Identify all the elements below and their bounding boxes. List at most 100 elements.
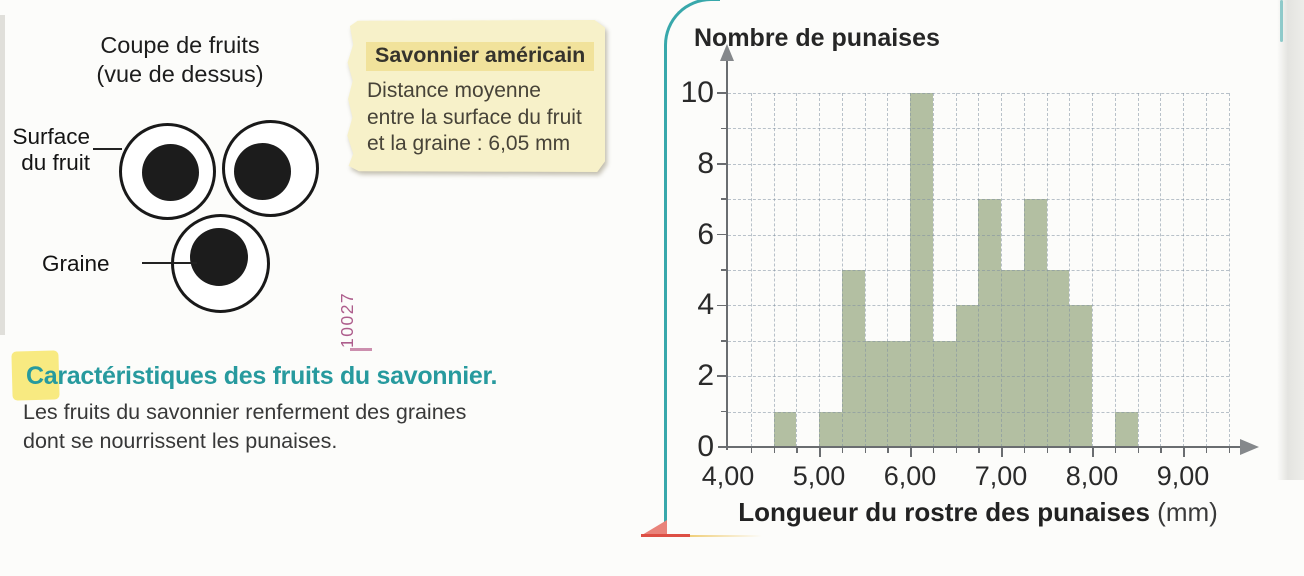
y-axis-major-tick bbox=[717, 92, 728, 94]
seed-dot-bottom bbox=[190, 228, 248, 286]
scan-edge-left bbox=[0, 15, 5, 335]
x-axis-minor-tick bbox=[750, 447, 753, 453]
y-axis-major-tick bbox=[717, 304, 728, 307]
label-graine: Graine bbox=[42, 251, 110, 276]
x-axis-minor-tick bbox=[796, 447, 798, 453]
gridline-horizontal bbox=[728, 199, 1229, 201]
scan-edge-right bbox=[1277, 0, 1304, 480]
x-axis-minor-tick bbox=[978, 447, 980, 453]
x-axis-tick-label: 7,00 bbox=[974, 461, 1028, 491]
y-axis-minor-tick bbox=[721, 340, 728, 342]
chart-y-axis-title: Nombre de punaises bbox=[694, 24, 940, 52]
y-axis-tick-label: 8 bbox=[697, 146, 714, 180]
x-axis-major-tick bbox=[1001, 447, 1003, 457]
sticky-note-body: Distance moyenne entre la surface du fru… bbox=[367, 78, 605, 158]
histogram-bar bbox=[773, 411, 797, 447]
leader-line-surface bbox=[93, 148, 122, 151]
gridline-horizontal bbox=[728, 270, 1229, 271]
histogram-bar bbox=[1001, 270, 1024, 447]
fruit-diagram-title-line2: (vue de dessus) bbox=[96, 61, 264, 87]
leader-line-graine bbox=[142, 262, 197, 265]
page-tab-red-triangle bbox=[642, 520, 667, 535]
y-axis-major-tick bbox=[717, 163, 728, 165]
gridline-horizontal bbox=[728, 163, 1229, 165]
gridline-horizontal bbox=[728, 411, 1229, 413]
x-axis-arrow bbox=[1240, 439, 1259, 455]
x-axis-minor-tick bbox=[773, 447, 775, 453]
x-axis-minor-tick bbox=[1160, 447, 1162, 453]
x-axis-minor-tick bbox=[1205, 447, 1208, 453]
code-stamp-underline bbox=[350, 348, 372, 351]
y-axis-line bbox=[726, 58, 728, 450]
x-axis-minor-tick bbox=[1228, 447, 1230, 453]
fruit-diagram-title: Coupe de fruits (vue de dessus) bbox=[75, 31, 285, 89]
histogram-bar bbox=[864, 340, 888, 447]
y-axis-tick-label: 0 bbox=[697, 430, 714, 463]
y-axis-tick-label: 4 bbox=[697, 288, 714, 322]
histogram-bar bbox=[841, 270, 865, 447]
x-axis-major-tick bbox=[910, 447, 912, 457]
gridline-vertical bbox=[1228, 93, 1230, 447]
label-surface-line1: Surface bbox=[12, 124, 90, 149]
gridline-horizontal bbox=[728, 128, 1229, 130]
code-stamp: 10027 bbox=[337, 291, 357, 348]
y-axis-minor-tick bbox=[721, 127, 728, 130]
histogram-bar bbox=[978, 199, 1001, 447]
seed-dot-right bbox=[234, 143, 291, 200]
page-tab-yellow-line bbox=[690, 534, 762, 537]
y-axis-minor-tick bbox=[721, 410, 728, 413]
histogram-bar bbox=[932, 340, 956, 447]
x-axis-tick-label: 8,00 bbox=[1065, 461, 1119, 491]
x-axis-title-unit: (mm) bbox=[1157, 497, 1218, 527]
y-axis-minor-tick bbox=[721, 198, 728, 200]
x-axis-major-tick bbox=[1183, 447, 1185, 457]
scan-edge-teal-sliver bbox=[1280, 0, 1283, 42]
caption-heading: Caractéristiques des fruits du savonnier… bbox=[26, 362, 498, 390]
x-axis-minor-tick bbox=[1114, 447, 1117, 453]
x-axis-tick-label: 9,00 bbox=[1156, 461, 1210, 491]
y-axis-minor-tick bbox=[721, 269, 728, 271]
page-tab-red-line bbox=[641, 534, 690, 537]
x-axis-title-text: Longueur du rostre des punaises bbox=[738, 497, 1150, 527]
sticky-note-header: Savonnier américain bbox=[366, 42, 595, 71]
x-axis-major-tick bbox=[1092, 447, 1094, 457]
x-axis-minor-tick bbox=[1069, 447, 1071, 453]
histogram-bar bbox=[887, 340, 910, 447]
sticky-note-line3: et la graine : 6,05 mm bbox=[367, 132, 571, 155]
histogram-bar bbox=[1023, 199, 1047, 447]
x-axis-minor-tick bbox=[841, 447, 844, 453]
x-axis-tick-label: 4,00 bbox=[701, 461, 755, 491]
x-axis-minor-tick bbox=[1046, 447, 1048, 453]
fruit-diagram-title-line1: Coupe de fruits bbox=[100, 32, 260, 58]
gridline-horizontal bbox=[728, 305, 1229, 307]
x-axis-tick-label: 5,00 bbox=[792, 461, 846, 491]
y-axis-arrow bbox=[720, 44, 734, 61]
histogram-bar bbox=[819, 411, 842, 447]
y-axis-tick-label: 6 bbox=[697, 217, 714, 251]
x-axis-tick-label: 6,00 bbox=[883, 461, 937, 491]
y-axis-major-tick bbox=[717, 375, 728, 377]
label-surface-line2: du fruit bbox=[21, 150, 90, 175]
histogram-bar bbox=[1114, 411, 1138, 447]
seed-dot-left bbox=[142, 144, 199, 201]
sticky-note-paper: Savonnier américain Distance moyenne ent… bbox=[347, 20, 605, 172]
x-axis-line bbox=[718, 446, 1242, 448]
x-axis-title: Longueur du rostre des punaises (mm) bbox=[728, 497, 1228, 528]
x-axis-minor-tick bbox=[864, 447, 866, 453]
x-axis-minor-tick bbox=[1137, 447, 1139, 453]
x-axis-minor-tick bbox=[955, 447, 957, 453]
gridline-horizontal bbox=[728, 376, 1229, 378]
y-axis-major-tick bbox=[717, 233, 728, 236]
gridline-horizontal bbox=[728, 234, 1229, 236]
x-axis-major-tick bbox=[819, 447, 821, 457]
gridline-horizontal bbox=[728, 340, 1229, 342]
histogram-bar bbox=[1046, 270, 1070, 447]
gridline-horizontal bbox=[728, 93, 1229, 94]
x-axis-minor-tick bbox=[1023, 447, 1026, 453]
sticky-note: Savonnier américain Distance moyenne ent… bbox=[346, 20, 605, 172]
caption-body-line2: dont se nourrissent les punaises. bbox=[23, 429, 338, 453]
x-axis-minor-tick bbox=[887, 447, 889, 453]
x-axis-minor-tick bbox=[932, 447, 935, 453]
label-surface-du-fruit: Surface du fruit bbox=[2, 124, 90, 176]
